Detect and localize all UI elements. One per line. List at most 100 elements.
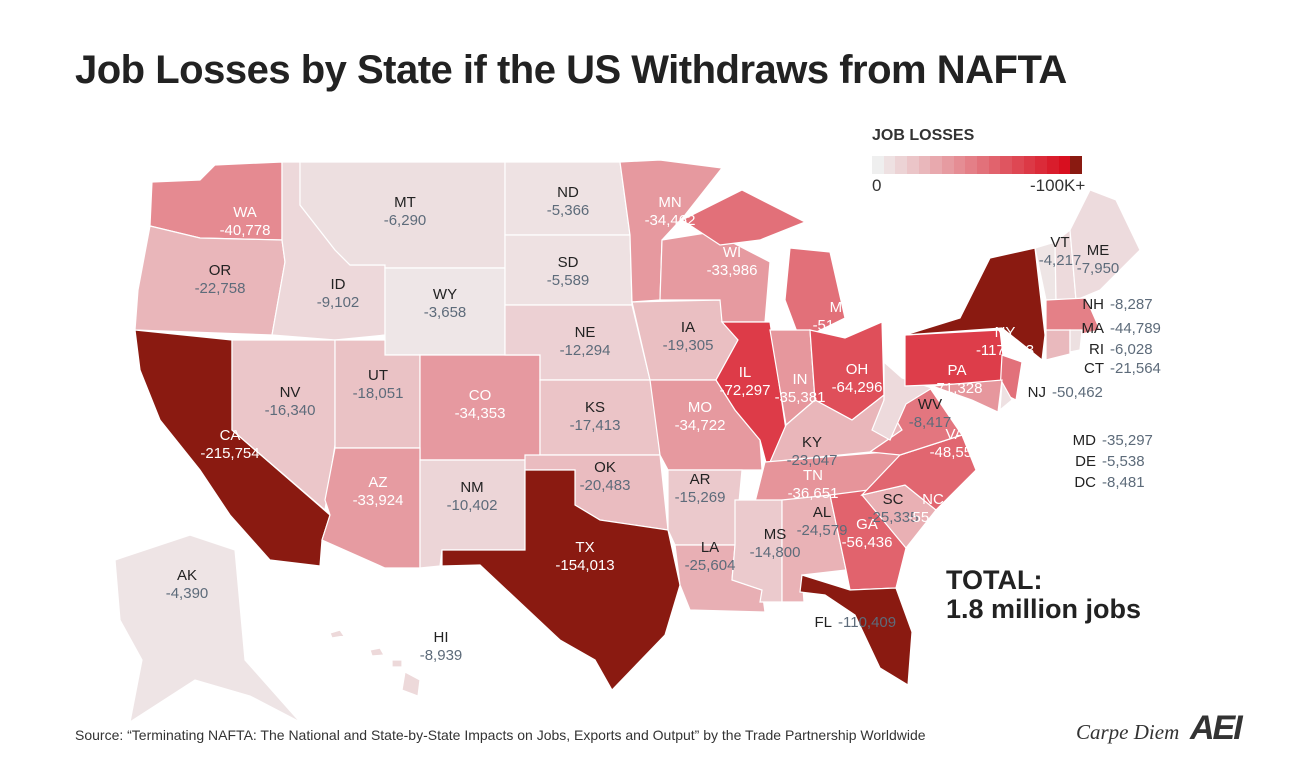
state-value: -35,381 <box>775 389 826 406</box>
state-value: -34,722 <box>675 417 726 434</box>
state-value: -154,013 <box>555 557 614 574</box>
aei-logo: AEI <box>1190 709 1243 747</box>
state-value: -8,939 <box>420 647 463 664</box>
state-label: WV <box>918 396 942 413</box>
state-value: -44,789 <box>1110 320 1161 337</box>
state-label: WA <box>233 204 257 221</box>
state-value: -35,297 <box>1102 432 1153 449</box>
state-value: -9,102 <box>317 294 360 311</box>
state-value: -3,658 <box>424 304 467 321</box>
legend-swatch <box>1000 156 1013 174</box>
map-title: Job Losses by State if the US Withdraws … <box>75 48 1067 92</box>
state-label: CA <box>220 427 241 444</box>
state-value: -56,436 <box>842 534 893 551</box>
state-value: -33,924 <box>353 492 404 509</box>
state-value: -36,651 <box>788 485 839 502</box>
state-ak <box>114 534 301 724</box>
state-label: MA <box>1082 320 1105 337</box>
state-value: -21,564 <box>1110 360 1161 377</box>
legend-swatch <box>977 156 989 174</box>
state-label: MS <box>764 526 787 543</box>
state-label: IN <box>793 371 808 388</box>
state-mi <box>784 247 846 341</box>
state-label: KS <box>585 399 605 416</box>
state-value: -34,353 <box>455 405 506 422</box>
state-value: -72,297 <box>720 382 771 399</box>
state-value: -215,754 <box>200 445 259 462</box>
state-hi <box>369 647 385 657</box>
state-value: -6,028 <box>1110 341 1153 358</box>
state-ny <box>904 247 1046 362</box>
state-label: RI <box>1089 341 1104 358</box>
legend-color-scale <box>872 156 1083 174</box>
state-ct <box>1045 329 1071 361</box>
state-value: -40,778 <box>220 222 271 239</box>
legend-swatch <box>1058 156 1071 174</box>
state-de <box>999 379 1013 412</box>
legend-swatch <box>918 156 931 174</box>
state-label: TN <box>803 467 823 484</box>
state-hi <box>391 659 403 668</box>
state-label: MD <box>1073 432 1096 449</box>
total-label: TOTAL: <box>946 565 1043 595</box>
state-value: -71,328 <box>932 380 983 397</box>
legend-swatch <box>1035 156 1048 174</box>
state-label: IL <box>739 364 752 381</box>
legend-swatch <box>895 156 908 174</box>
source-note: Source: “Terminating NAFTA: The National… <box>75 727 926 743</box>
state-label: ID <box>331 276 346 293</box>
state-label: IA <box>681 319 695 336</box>
state-value: -51,192 <box>813 317 864 334</box>
legend-swatch <box>1047 156 1059 174</box>
state-label: MO <box>688 399 712 416</box>
state-label: FL <box>814 614 832 631</box>
state-value: -22,758 <box>195 280 246 297</box>
state-value: -64,296 <box>832 379 883 396</box>
state-value: -48,556 <box>930 444 981 461</box>
legend-max-label: -100K+ <box>1030 176 1086 195</box>
state-label: SC <box>883 491 904 508</box>
state-value: -23,047 <box>787 452 838 469</box>
state-value: -7,950 <box>1077 260 1120 277</box>
state-value: -10,402 <box>447 497 498 514</box>
legend-title: JOB LOSSES <box>872 127 975 144</box>
state-label: GA <box>856 516 878 533</box>
state-value: -25,604 <box>685 557 736 574</box>
state-value: -19,305 <box>663 337 714 354</box>
state-label: UT <box>368 367 388 384</box>
state-label: AZ <box>368 474 387 491</box>
state-label: DE <box>1075 453 1096 470</box>
state-tx <box>441 469 681 691</box>
state-hi <box>329 629 346 639</box>
legend-swatch <box>1023 156 1036 174</box>
state-md <box>931 379 1003 413</box>
total-annotation: TOTAL: 1.8 million jobs <box>946 566 1141 624</box>
state-value: -117,083 <box>976 342 1034 359</box>
state-label: DC <box>1074 474 1096 491</box>
state-label: NJ <box>1028 384 1046 401</box>
state-label: OK <box>594 459 616 476</box>
state-label: KY <box>802 434 822 451</box>
state-label: NC <box>922 491 944 508</box>
state-label: TX <box>575 539 594 556</box>
state-label: NH <box>1082 296 1104 313</box>
state-value: -8,481 <box>1102 474 1145 491</box>
state-value: -18,051 <box>353 385 404 402</box>
legend-swatch <box>988 156 1001 174</box>
state-label: ME <box>1087 242 1110 259</box>
state-label: NV <box>280 384 301 401</box>
state-value: -4,217 <box>1039 252 1082 269</box>
legend-swatch <box>907 156 919 174</box>
state-label: OR <box>209 262 232 279</box>
state-value: -5,589 <box>547 272 590 289</box>
state-value: -8,417 <box>909 414 952 431</box>
legend-min-label: 0 <box>872 176 882 195</box>
state-value: -12,294 <box>560 342 611 359</box>
state-value: -5,366 <box>547 202 590 219</box>
state-hi <box>401 671 421 697</box>
state-label: AK <box>177 567 197 584</box>
brand-name: Carpe Diem <box>1076 720 1180 744</box>
state-ri <box>1069 329 1083 353</box>
state-value: -20,483 <box>580 477 631 494</box>
state-label: NY <box>995 324 1016 341</box>
